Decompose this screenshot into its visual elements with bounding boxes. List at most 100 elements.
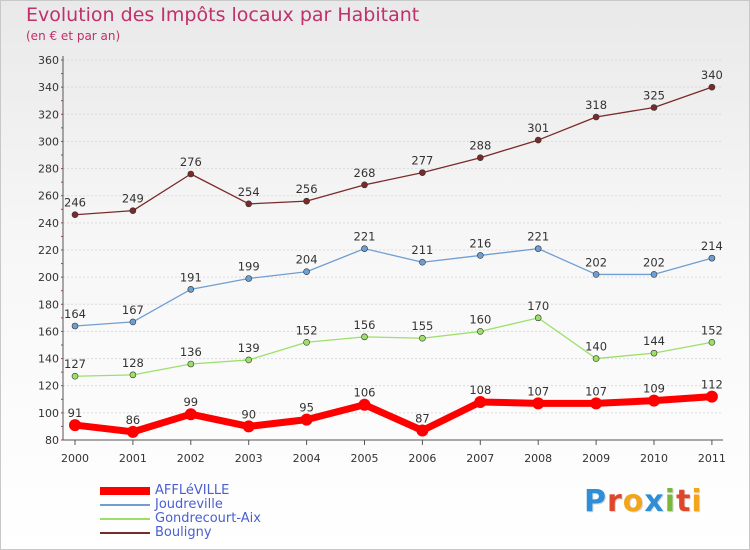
data-label: 107 [585,384,607,398]
data-point [705,390,718,403]
data-point [474,396,487,408]
data-label: 276 [180,155,202,169]
data-point [416,424,429,437]
y-tick-label: 120 [38,380,59,393]
proxiti-logo: Proxiti [584,484,703,519]
x-tick-label: 2008 [524,452,552,465]
data-label: 86 [126,413,141,427]
y-tick-label: 320 [38,108,59,121]
y-tick-label: 300 [38,135,59,148]
data-label: 139 [238,341,260,355]
data-label: 95 [299,401,314,415]
data-point [69,419,81,432]
data-label: 325 [643,89,665,103]
data-point [303,338,310,346]
data-point [476,252,484,259]
logo-letter: r [607,484,623,519]
data-label: 144 [643,334,665,348]
legend-swatch [100,487,150,495]
legend-label: AFFLéVILLE [155,483,230,498]
data-label: 221 [527,230,549,244]
data-label: 199 [238,260,260,274]
x-tick-label: 2010 [640,452,668,465]
x-tick-label: 2006 [408,452,436,465]
data-label: 216 [469,236,491,250]
data-point [419,169,426,176]
y-tick-label: 80 [45,434,59,447]
legend-item: Bouligny [100,526,261,540]
x-tick-label: 2009 [582,452,610,465]
data-point [419,258,426,266]
data-label: 91 [68,406,83,420]
x-tick-label: 2001 [119,452,147,465]
y-tick-label: 140 [38,353,59,366]
legend-item: AFFLéVILLE [100,484,261,498]
legend-swatch [100,518,150,520]
y-tick-label: 340 [38,81,59,94]
data-point [592,271,600,278]
data-point [419,334,426,342]
data-label: 167 [122,303,144,317]
data-point [358,398,371,411]
data-point [71,372,79,380]
data-point [245,275,252,282]
data-point [361,181,368,189]
legend-label: Gondrecourt-Aix [155,511,261,526]
data-label: 128 [122,356,144,370]
data-point [71,322,79,330]
data-point [303,197,310,205]
data-point [187,286,195,293]
data-label: 87 [415,412,430,426]
chart-subtitle: (en € et par an) [26,29,121,43]
legend-item: Joudreville [100,498,261,512]
data-label: 160 [469,312,491,326]
data-label: 256 [296,182,318,196]
legend-swatch [100,532,150,534]
data-point [650,271,658,278]
data-point [708,83,716,91]
data-label: 140 [585,340,607,354]
x-tick-label: 2011 [698,452,726,465]
data-label: 211 [411,243,433,257]
data-label: 318 [585,98,607,112]
data-point [534,136,542,144]
legend-label: Joudreville [155,497,223,512]
data-label: 268 [354,166,376,180]
data-label: 108 [469,383,491,397]
x-tick-label: 2005 [351,452,379,465]
y-tick-label: 240 [38,217,59,230]
data-label: 107 [527,384,549,398]
data-point [534,314,542,322]
logo-letter: i [691,484,703,519]
data-label: 288 [469,139,491,153]
x-tick-label: 2002 [177,452,205,465]
data-point [592,113,600,121]
data-label: 109 [643,382,665,396]
data-label: 99 [183,395,198,409]
data-point [71,211,79,219]
data-point [476,328,484,335]
data-label: 112 [701,378,723,392]
data-point [650,104,658,111]
data-label: 221 [354,230,376,244]
chart-legend: AFFLéVILLE Joudreville Gondrecourt-Aix Boul… [100,484,261,540]
data-label: 106 [354,386,376,400]
data-point [592,355,600,362]
data-label: 170 [527,299,549,313]
data-label: 127 [64,357,86,371]
legend-item: Gondrecourt-Aix [100,512,261,526]
series-line [74,317,713,377]
data-label: 155 [411,319,433,333]
x-tick-label: 2004 [293,452,321,465]
data-point [650,349,658,357]
data-point [184,408,197,421]
x-tick-label: 2000 [61,452,89,465]
data-point [187,170,195,178]
data-point [532,397,545,410]
series-line [74,86,713,216]
logo-letter: P [584,484,607,519]
data-label: 249 [122,192,144,206]
data-label: 340 [701,68,723,82]
data-label: 254 [238,185,260,199]
y-tick-label: 160 [38,325,59,338]
